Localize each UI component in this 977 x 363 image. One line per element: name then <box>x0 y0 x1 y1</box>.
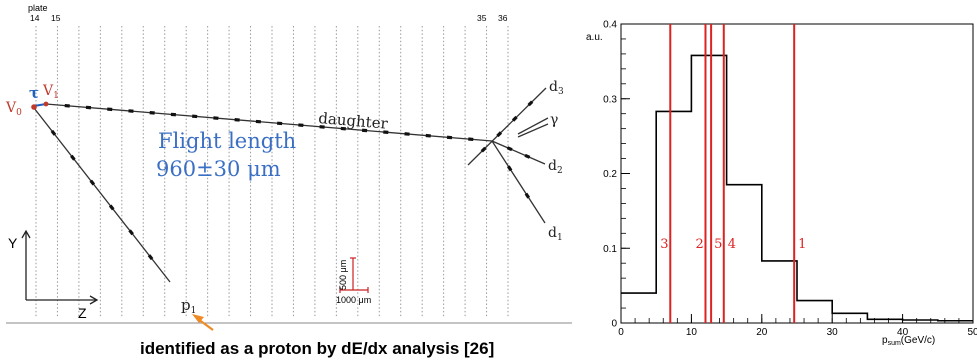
proton-segment <box>70 154 76 161</box>
proton-segment <box>89 179 96 186</box>
axis-z-label: Z <box>78 305 87 321</box>
marker-label-1: 1 <box>798 237 806 252</box>
x-tick-label: 30 <box>827 327 839 338</box>
daughter-segment <box>213 116 219 120</box>
d1-label: d1 <box>548 225 563 243</box>
x-tick-label: 40 <box>897 327 909 338</box>
x-tick-label: 10 <box>686 327 698 338</box>
daughter-segment <box>298 123 304 127</box>
proton-segment <box>108 204 115 211</box>
daughter-segment <box>128 109 134 113</box>
daughter-segment <box>361 128 368 133</box>
plate-number-35: 35 <box>477 13 487 23</box>
event-display: plate 14 15 35 36 V0 V1 τ daughter Fligh… <box>5 3 572 358</box>
daughter-segment <box>446 135 453 140</box>
x-tick-label: 0 <box>618 327 624 338</box>
daughter-segment <box>85 105 92 110</box>
d2-label: d2 <box>548 158 563 176</box>
daughter-segment <box>192 114 198 119</box>
d1-track <box>491 140 546 224</box>
daughter-segment <box>404 132 410 136</box>
track-segments <box>50 100 534 261</box>
y-tick-label: 0 <box>611 319 617 330</box>
d3-segment <box>496 131 503 138</box>
d3-segment <box>511 115 518 122</box>
y-tick-label: 0.2 <box>603 169 617 180</box>
y-ticks: 0 0.1 0.2 0.3 0.4 <box>603 20 630 330</box>
x-tick-label: 50 <box>967 327 977 338</box>
daughter-segment <box>234 118 240 122</box>
y-tick-label: 0.1 <box>603 244 617 255</box>
marker-label-5: 5 <box>714 237 722 252</box>
proton-track <box>33 107 171 283</box>
tracks <box>33 87 549 283</box>
vertex-v1-label: V1 <box>42 83 59 101</box>
scale-horizontal-label: 1000 μm <box>336 295 371 305</box>
tau-label: τ <box>29 84 39 102</box>
daughter-segment <box>170 112 177 117</box>
y-axis-label: a.u. <box>586 32 603 43</box>
vertex-v0 <box>31 104 37 110</box>
daughter-segment <box>319 125 325 129</box>
emulsion-plates <box>35 26 509 318</box>
histogram-line <box>621 54 973 322</box>
plate-number-36: 36 <box>498 13 508 23</box>
gamma-track-1 <box>517 117 549 135</box>
daughter-segment <box>340 126 346 131</box>
d2-segment <box>506 146 513 152</box>
d3-label: d3 <box>549 79 564 97</box>
d3-segment <box>480 146 487 153</box>
d1-segment <box>506 165 513 172</box>
scale-vertical-label: 500 μm <box>338 260 348 290</box>
d2-track <box>491 140 546 165</box>
vertex-v0-label: V0 <box>5 100 22 118</box>
flight-length-value: 960±30 μm <box>156 157 281 181</box>
daughter-segment <box>64 103 70 108</box>
plate-label: plate <box>28 3 48 13</box>
daughter-track <box>45 103 493 142</box>
scale-bar <box>339 257 369 293</box>
proton-segment <box>147 254 154 261</box>
flight-length-title: Flight length <box>158 129 296 153</box>
daughter-segment <box>383 130 389 134</box>
proton-segment <box>128 229 134 236</box>
d1-segment <box>524 192 531 199</box>
marker-label-3: 3 <box>660 237 668 252</box>
proton-label: p1 <box>181 296 196 316</box>
proton-arrow <box>192 314 214 331</box>
daughter-segment <box>276 121 283 126</box>
y-tick-label: 0.3 <box>603 94 617 105</box>
vertex-v1 <box>43 101 49 107</box>
x-tick-label: 20 <box>756 327 768 338</box>
daughter-segment <box>107 107 113 112</box>
proton-segment <box>50 129 57 136</box>
daughter-segment <box>468 137 474 142</box>
x-ticks: 0 10 20 30 40 50 <box>618 314 977 338</box>
daughter-segment <box>255 119 262 124</box>
x-axis-label: psum(GeV/c) <box>882 335 935 347</box>
marker-label-4: 4 <box>728 237 736 252</box>
d2-segment <box>524 153 531 159</box>
gamma-track-2 <box>517 123 549 138</box>
daughter-segment <box>149 111 155 115</box>
d3-segment <box>527 100 534 107</box>
d3-track <box>467 87 547 166</box>
daughter-label: daughter <box>318 109 390 133</box>
coordinate-axes <box>21 229 99 305</box>
axis-y-label: Y <box>8 235 18 251</box>
plate-number-14: 14 <box>30 13 40 23</box>
plate-number-15: 15 <box>51 13 61 23</box>
marker-label-2: 2 <box>695 237 703 252</box>
caption: identified as a proton by dE/dx analysis… <box>140 339 494 358</box>
gamma-label: γ <box>550 112 558 128</box>
y-tick-label: 0.4 <box>603 20 617 31</box>
daughter-segment <box>425 133 431 138</box>
